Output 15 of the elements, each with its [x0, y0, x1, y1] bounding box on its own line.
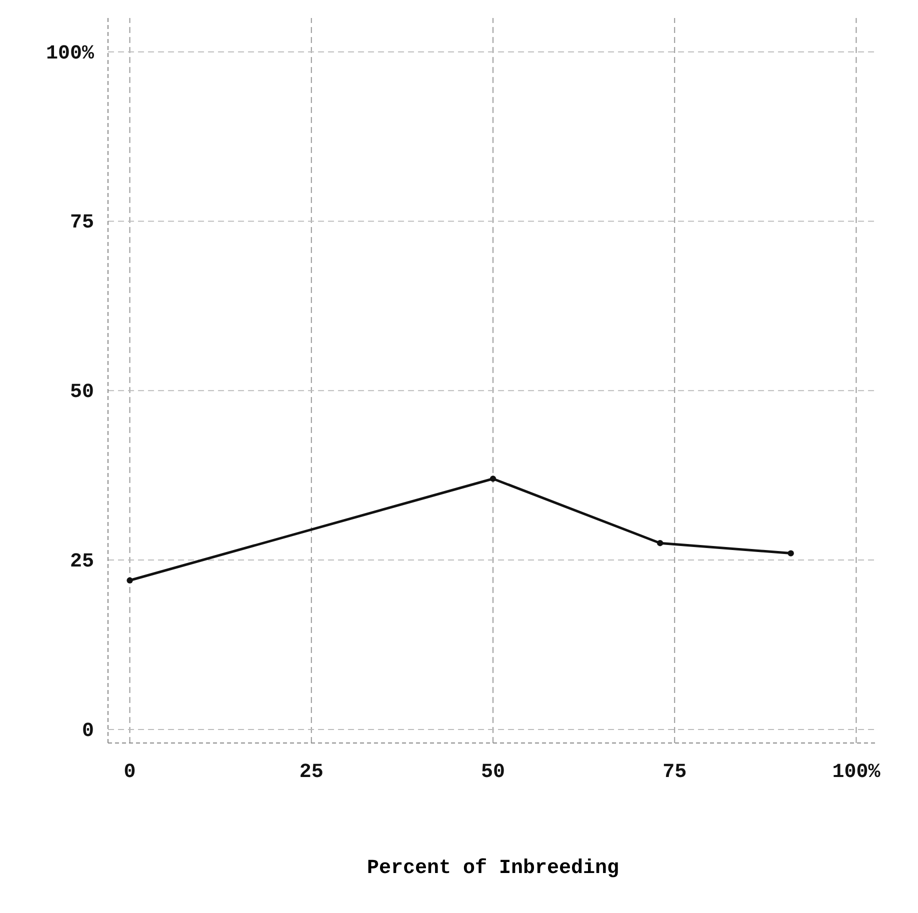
y-tick-label: 50 [70, 381, 94, 404]
x-axis-title: Percent of Inbreeding [366, 857, 620, 880]
point [490, 476, 496, 482]
y-tick-label: 0 [82, 720, 94, 743]
point [788, 550, 794, 556]
point [656, 540, 664, 546]
x-tick-label: 0 [124, 761, 136, 784]
y-tick-label: 100% [46, 42, 95, 66]
x-tick-label: 50 [480, 761, 506, 784]
y-tick-label: 75 [70, 212, 94, 235]
x-tick-label: 75 [662, 761, 687, 784]
point [126, 577, 133, 584]
y-tick-label: 25 [70, 550, 94, 574]
x-tick-label: 100% [832, 761, 882, 784]
x-tick-label: 25 [299, 761, 324, 784]
